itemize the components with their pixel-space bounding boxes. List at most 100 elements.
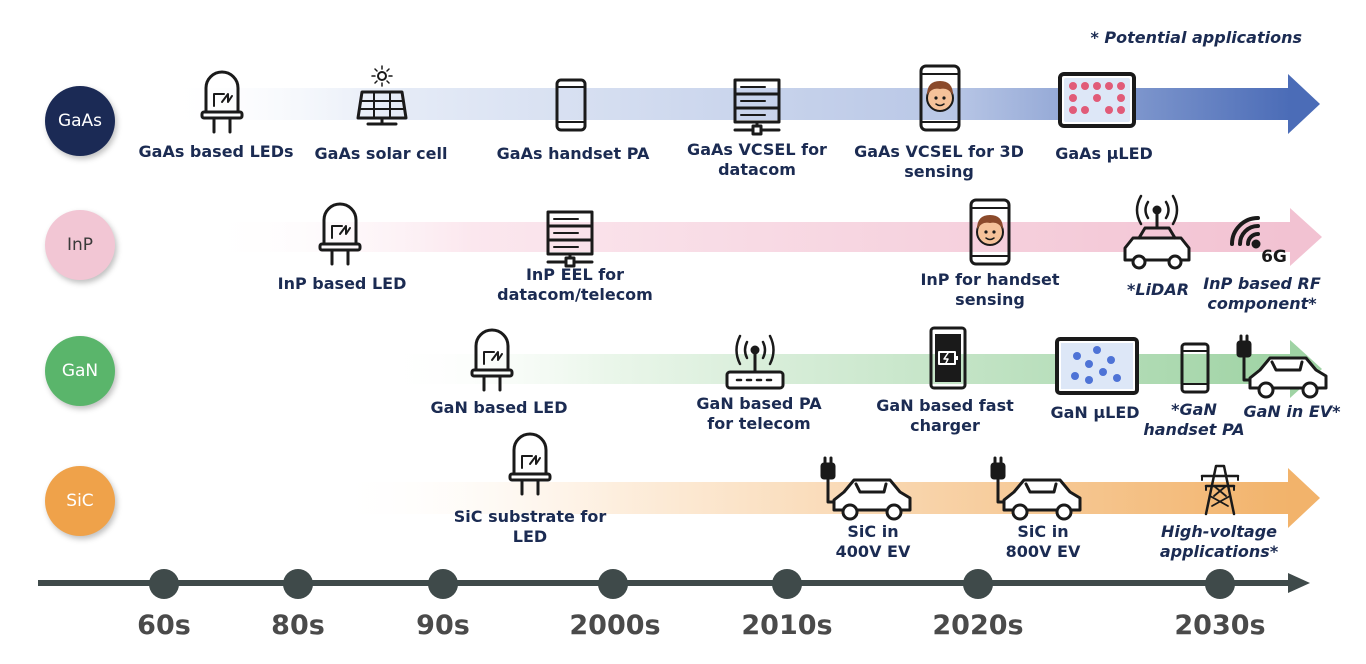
label-line: for telecom (707, 414, 811, 433)
tech-circle-gan: GaN (45, 336, 115, 406)
milestone-label: SiC in 400V EV (836, 522, 911, 562)
tech-label: SiC (66, 491, 94, 511)
label-line: SiC substrate for (453, 507, 607, 526)
timeline-marker (283, 569, 313, 599)
era-label-90s: 90s (416, 610, 470, 641)
electric-car-icon (1236, 334, 1328, 399)
router-icon (725, 334, 785, 390)
milestone-label: InP based RF component* (1203, 274, 1321, 314)
microled-display-icon (1058, 72, 1136, 128)
label-line: SiC in (1017, 522, 1069, 541)
led-icon (508, 432, 552, 496)
charging-phone-icon (929, 326, 967, 390)
label-line: GaN in EV* (1243, 402, 1341, 421)
milestone-label: GaAs solar cell (315, 144, 448, 164)
electric-car-icon (990, 456, 1082, 521)
label-line: *LiDAR (1126, 280, 1190, 299)
label-line: InP based RF (1203, 274, 1321, 293)
milestone-label: InP EEL for datacom/telecom (497, 265, 653, 305)
label-line: GaAs VCSEL for 3D (854, 142, 1024, 161)
milestone-label: GaAs VCSEL for datacom (687, 140, 827, 180)
era-label-2020s: 2020s (932, 610, 1024, 641)
svg-text:6G: 6G (1261, 247, 1287, 267)
label-line: datacom (718, 160, 796, 179)
milestone-label: GaN based LED (431, 398, 568, 418)
wifi-6g-icon: 6G (1230, 216, 1287, 267)
label-line: GaN µLED (1050, 403, 1140, 422)
smartphone-icon (555, 78, 587, 132)
label-line: handset PA (1143, 420, 1245, 439)
led-icon (318, 202, 362, 266)
label-line: GaAs µLED (1055, 144, 1153, 163)
label-line: sensing (955, 290, 1025, 309)
server-icon (733, 78, 781, 136)
inp-arrow (200, 208, 1322, 266)
label-line: sensing (904, 162, 974, 181)
gaas-arrow (160, 74, 1320, 134)
tech-label: GaAs (57, 111, 103, 131)
era-label-2010s: 2010s (741, 610, 833, 641)
label-line: applications* (1159, 542, 1279, 561)
label-line: GaAs handset PA (496, 144, 650, 163)
label-line: datacom/telecom (497, 285, 653, 304)
microled-display-icon (1055, 337, 1139, 395)
milestone-label: GaN µLED (1050, 403, 1139, 423)
timeline-marker (963, 569, 993, 599)
server-icon (546, 210, 594, 268)
label-line: 800V EV (1005, 542, 1081, 561)
tech-label: GaN (61, 361, 99, 381)
label-line: InP EEL for (525, 265, 625, 284)
face-phone-icon (969, 198, 1011, 266)
milestone-label: GaAs based LEDs (139, 142, 294, 162)
milestone-label: InP for handset sensing (920, 270, 1059, 310)
label-line: LED (512, 527, 548, 546)
milestone-label: GaAs handset PA (497, 144, 650, 164)
milestone-label: SiC in 800V EV (1006, 522, 1081, 562)
milestone-label: GaN in EV* (1243, 402, 1340, 422)
led-icon (200, 70, 244, 134)
power-tower-icon (1200, 464, 1240, 516)
label-line: component* (1207, 294, 1317, 313)
tech-circle-sic: SiC (45, 466, 115, 536)
milestone-label: *LiDAR (1127, 280, 1189, 300)
potential-applications-note: * Potential applications (1090, 28, 1302, 47)
smartphone-icon (1180, 342, 1210, 394)
label-line: GaAs solar cell (314, 144, 448, 163)
label-line: GaN based PA (696, 394, 822, 413)
timeline-marker (428, 569, 458, 599)
era-label-80s: 80s (271, 610, 325, 641)
timeline-marker (598, 569, 628, 599)
milestone-label: GaN based fast charger (876, 396, 1013, 436)
label-line: InP for handset (920, 270, 1060, 289)
label-line: GaN based fast (876, 396, 1014, 415)
solar-panel-icon (356, 65, 408, 126)
timeline-axis (38, 569, 1310, 599)
label-line: InP based LED (277, 274, 407, 293)
label-line: High-voltage (1160, 522, 1278, 541)
tech-label: InP (66, 235, 94, 255)
tech-circle-inp: InP (45, 210, 115, 280)
sic-arrow (330, 468, 1320, 528)
era-label-2000s: 2000s (569, 610, 661, 641)
milestone-label: High-voltage applications* (1160, 522, 1278, 562)
label-line: GaAs based LEDs (138, 142, 294, 161)
milestone-label: InP based LED (278, 274, 407, 294)
milestone-label: GaAs VCSEL for 3D sensing (854, 142, 1024, 182)
timeline-marker (772, 569, 802, 599)
label-line: GaAs VCSEL for (687, 140, 827, 159)
electric-car-icon (820, 456, 912, 521)
led-icon (470, 328, 514, 392)
era-label-2030s: 2030s (1174, 610, 1266, 641)
face-phone-icon (919, 64, 961, 132)
milestone-label: GaAs µLED (1055, 144, 1153, 164)
label-line: 400V EV (835, 542, 911, 561)
timeline-marker (1205, 569, 1235, 599)
milestone-label: GaN based PA for telecom (696, 394, 821, 434)
timeline-marker (149, 569, 179, 599)
lidar-car-icon (1123, 194, 1191, 270)
milestone-label: *GaN handset PA (1143, 400, 1244, 440)
label-line: charger (910, 416, 980, 435)
label-line: *GaN (1171, 400, 1217, 419)
label-line: GaN based LED (430, 398, 568, 417)
